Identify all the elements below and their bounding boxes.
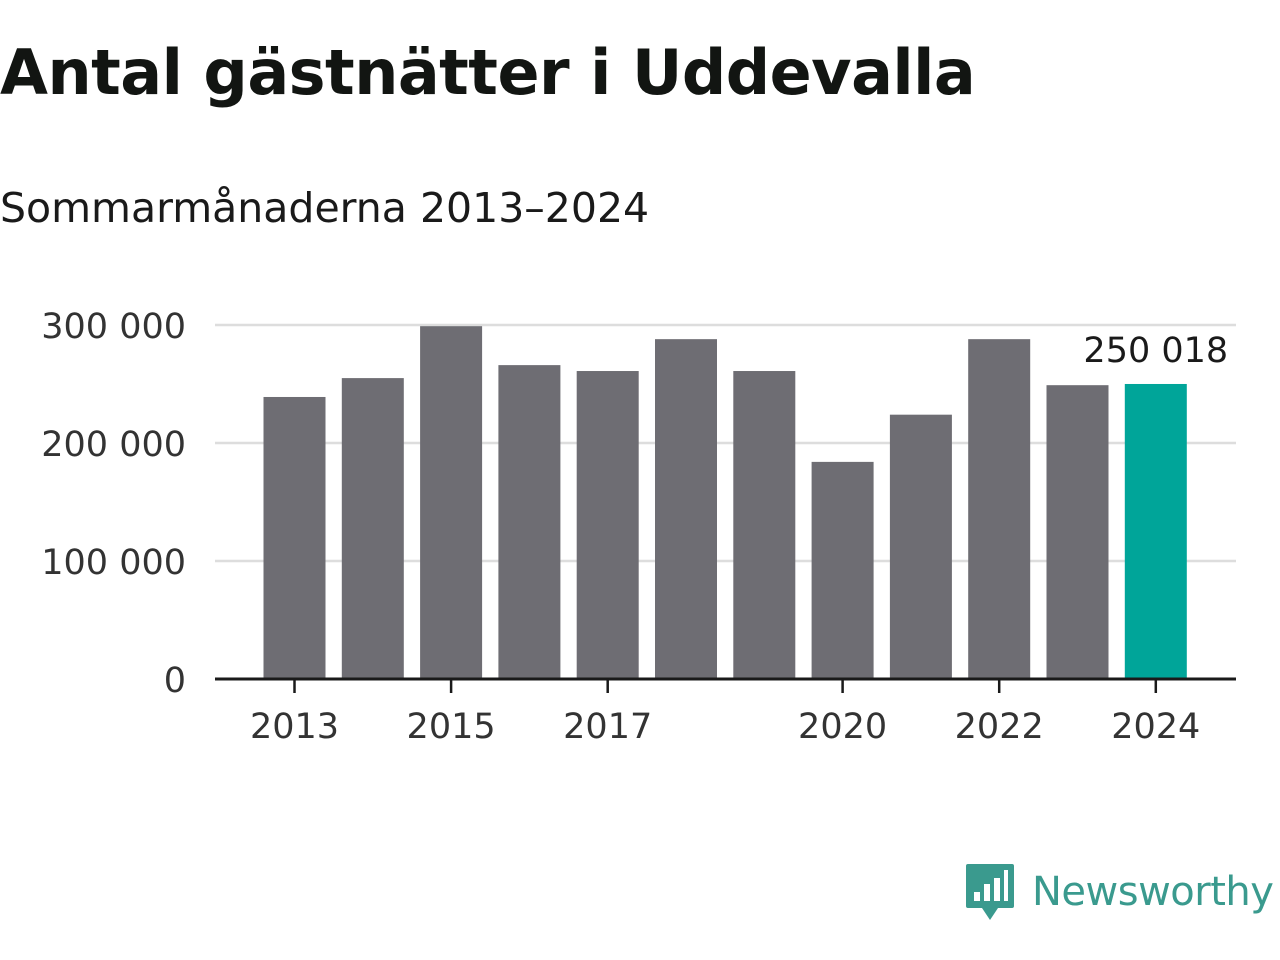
bar-2024 <box>1124 383 1187 679</box>
x-tick-label: 2017 <box>563 707 652 747</box>
bar-2021 <box>889 414 952 679</box>
bar-2014 <box>341 378 404 679</box>
x-tick-label: 2022 <box>955 707 1044 747</box>
y-tick-label: 200 000 <box>41 425 186 465</box>
x-tick-label: 2015 <box>407 707 496 747</box>
y-tick-label: 0 <box>164 661 186 701</box>
bar-2018 <box>655 339 717 679</box>
chart-title: Antal gästnätter i Uddevalla <box>0 36 976 109</box>
data-label-2024: 250 018 <box>1083 331 1228 371</box>
bar-2015 <box>420 326 483 679</box>
x-tick-label: 2013 <box>250 707 339 747</box>
x-tick-label: 2024 <box>1111 707 1200 747</box>
bar-2022 <box>968 339 1031 679</box>
x-tick-label: 2020 <box>798 707 887 747</box>
bar-2017 <box>576 371 639 679</box>
chart-subtitle: Sommarmånaderna 2013–2024 <box>0 184 650 232</box>
bar-2019 <box>733 371 796 679</box>
y-tick-label: 100 000 <box>41 543 186 583</box>
newsworthy-logo-icon <box>966 864 1014 920</box>
bar-2023 <box>1046 385 1109 679</box>
brand-name: Newsworthy <box>1032 869 1274 915</box>
brand-logo: Newsworthy <box>964 862 1274 922</box>
bar-2020 <box>811 461 874 679</box>
bar-2013 <box>263 396 326 679</box>
bar-2016 <box>498 365 561 679</box>
y-tick-label: 300 000 <box>41 307 186 347</box>
